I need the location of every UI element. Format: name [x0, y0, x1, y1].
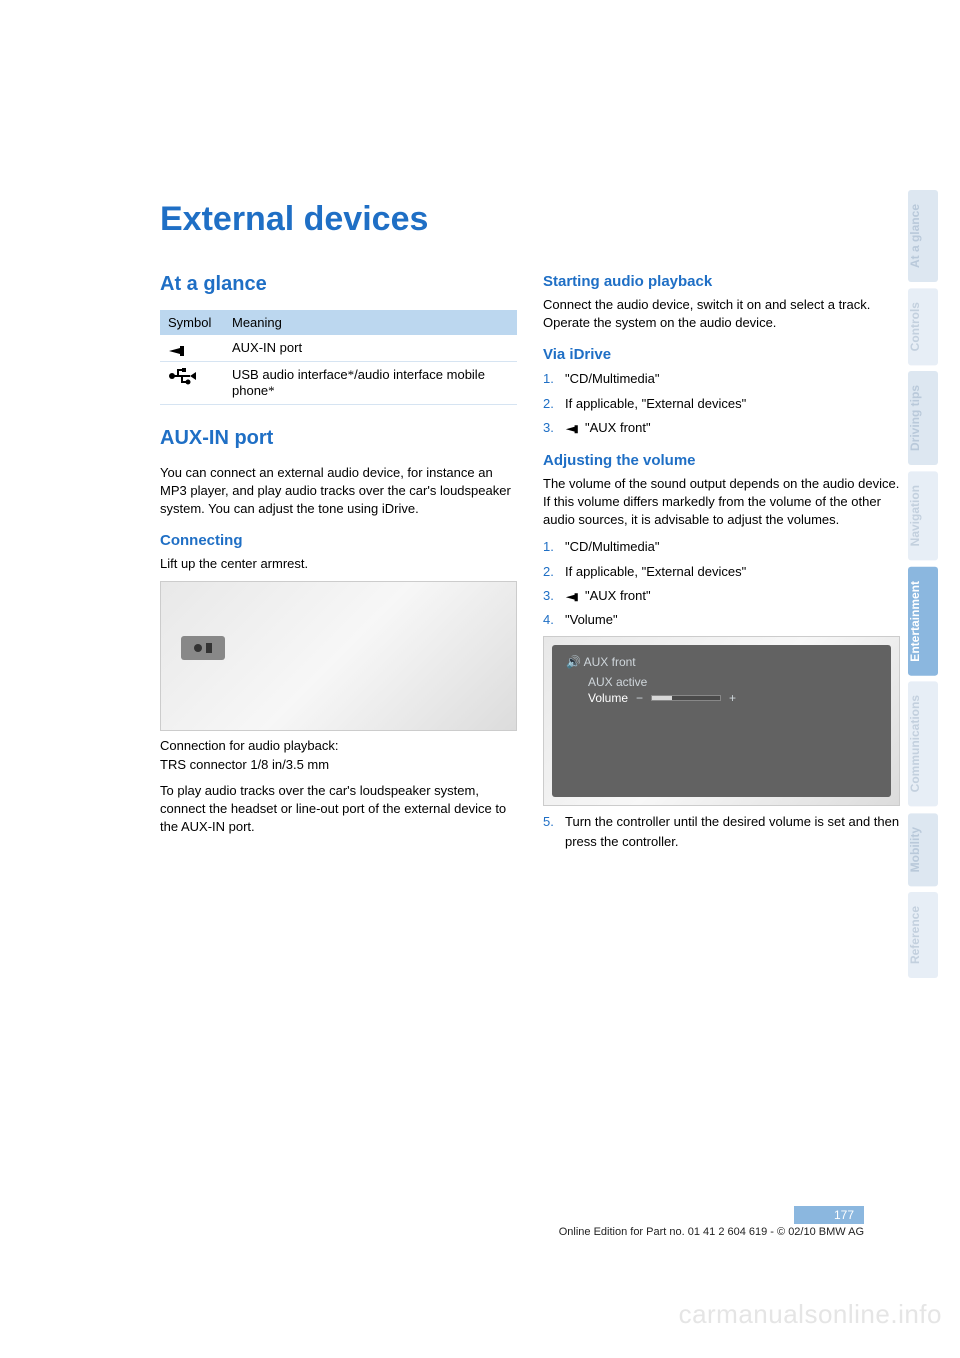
- page-number-badge: 177: [160, 1206, 900, 1224]
- symbol-cell-aux: [160, 335, 224, 361]
- idrive-line-aux-active: AUX active: [588, 675, 877, 689]
- aux-plug-icon: [168, 342, 188, 356]
- watermark: carmanualsonline.info: [679, 1299, 942, 1330]
- step-aux-front: "AUX front": [585, 420, 651, 435]
- meaning-cell-aux: AUX-IN port: [224, 335, 517, 361]
- usb-icon: [168, 367, 198, 385]
- page-title: External devices: [160, 200, 900, 239]
- list-item: "AUX front": [543, 586, 900, 606]
- list-item: "CD/Multimedia": [543, 537, 900, 557]
- symbol-cell-usb: [160, 361, 224, 404]
- table-row: AUX-IN port: [160, 335, 517, 361]
- idrive-screenshot-placeholder: 🔊 AUX front AUX active Volume − +: [543, 636, 900, 806]
- section-auxin-title: AUX-IN port: [160, 427, 517, 450]
- adjusting-volume-steps-cont: Turn the controller until the desired vo…: [543, 812, 900, 852]
- table-header-meaning: Meaning: [224, 310, 517, 335]
- connection-caption-2: TRS connector 1/8 in/3.5 mm: [160, 756, 517, 774]
- adjusting-volume-head: Adjusting the volume: [543, 452, 900, 469]
- edition-line: Online Edition for Part no. 01 41 2 604 …: [160, 1226, 864, 1238]
- adjusting-volume-steps: "CD/Multimedia" If applicable, "External…: [543, 537, 900, 630]
- adjusting-volume-body: The volume of the sound output depends o…: [543, 475, 900, 530]
- aux-port-detail: [181, 636, 225, 660]
- tab-at-a-glance[interactable]: At a glance: [908, 190, 938, 282]
- page-number: 177: [834, 1208, 854, 1222]
- minus-icon: −: [636, 691, 643, 705]
- manual-page: External devices At a glance Symbol Mean…: [0, 0, 960, 916]
- list-item: "AUX front": [543, 418, 900, 438]
- table-row: USB audio interface*/audio interface mob…: [160, 361, 517, 404]
- via-idrive-steps: "CD/Multimedia" If applicable, "External…: [543, 369, 900, 437]
- port-slot-icon: [206, 643, 212, 653]
- list-item: "CD/Multimedia": [543, 369, 900, 389]
- tab-entertainment[interactable]: Entertainment: [908, 567, 938, 676]
- page-footer: 177 Online Edition for Part no. 01 41 2 …: [160, 1206, 900, 1238]
- tab-navigation[interactable]: Navigation: [908, 471, 938, 560]
- idrive-screen-title: 🔊 AUX front: [566, 655, 877, 669]
- idrive-volume-row: Volume − +: [588, 691, 877, 705]
- aux-plug-icon: [565, 590, 581, 602]
- table-header-symbol: Symbol: [160, 310, 224, 335]
- tab-controls[interactable]: Controls: [908, 288, 938, 365]
- list-item: If applicable, "External devices": [543, 562, 900, 582]
- port-dot-icon: [194, 644, 202, 652]
- auxin-description: You can connect an external audio device…: [160, 464, 517, 519]
- list-item: "Volume": [543, 610, 900, 630]
- tab-mobility[interactable]: Mobility: [908, 813, 938, 886]
- idrive-volume-label: Volume: [588, 691, 628, 705]
- plus-icon: +: [729, 691, 736, 705]
- two-column-layout: At a glance Symbol Meaning AUX-IN port: [160, 273, 900, 856]
- connection-caption-1: Connection for audio playback:: [160, 737, 517, 755]
- starting-playback-head: Starting audio playback: [543, 273, 900, 290]
- aux-plug-icon: [565, 422, 581, 434]
- list-item: Turn the controller until the desired vo…: [543, 812, 900, 852]
- symbol-table: Symbol Meaning AUX-IN port: [160, 310, 517, 405]
- tab-driving-tips[interactable]: Driving tips: [908, 371, 938, 465]
- idrive-screen: 🔊 AUX front AUX active Volume − +: [552, 645, 891, 797]
- via-idrive-head: Via iDrive: [543, 346, 900, 363]
- tab-communications[interactable]: Communications: [908, 681, 938, 806]
- right-column: Starting audio playback Connect the audi…: [543, 273, 900, 856]
- step-aux-front: "AUX front": [585, 588, 651, 603]
- meaning-cell-usb: USB audio interface*/audio interface mob…: [224, 361, 517, 404]
- starting-playback-body: Connect the audio device, switch it on a…: [543, 296, 900, 332]
- connection-instruction: To play audio tracks over the car's loud…: [160, 782, 517, 837]
- armrest-photo-placeholder: [160, 581, 517, 731]
- connecting-head: Connecting: [160, 532, 517, 549]
- connecting-body: Lift up the center armrest.: [160, 555, 517, 573]
- tab-reference[interactable]: Reference: [908, 892, 938, 978]
- idrive-title-text: AUX front: [584, 655, 636, 669]
- left-column: At a glance Symbol Meaning AUX-IN port: [160, 273, 517, 856]
- usb-meaning-part1: USB audio interface: [232, 367, 348, 382]
- section-at-a-glance-title: At a glance: [160, 273, 517, 296]
- section-tabs: At a glance Controls Driving tips Naviga…: [908, 190, 938, 978]
- list-item: If applicable, "External devices": [543, 394, 900, 414]
- footnote-star: *: [268, 383, 275, 398]
- volume-bar: [651, 695, 721, 701]
